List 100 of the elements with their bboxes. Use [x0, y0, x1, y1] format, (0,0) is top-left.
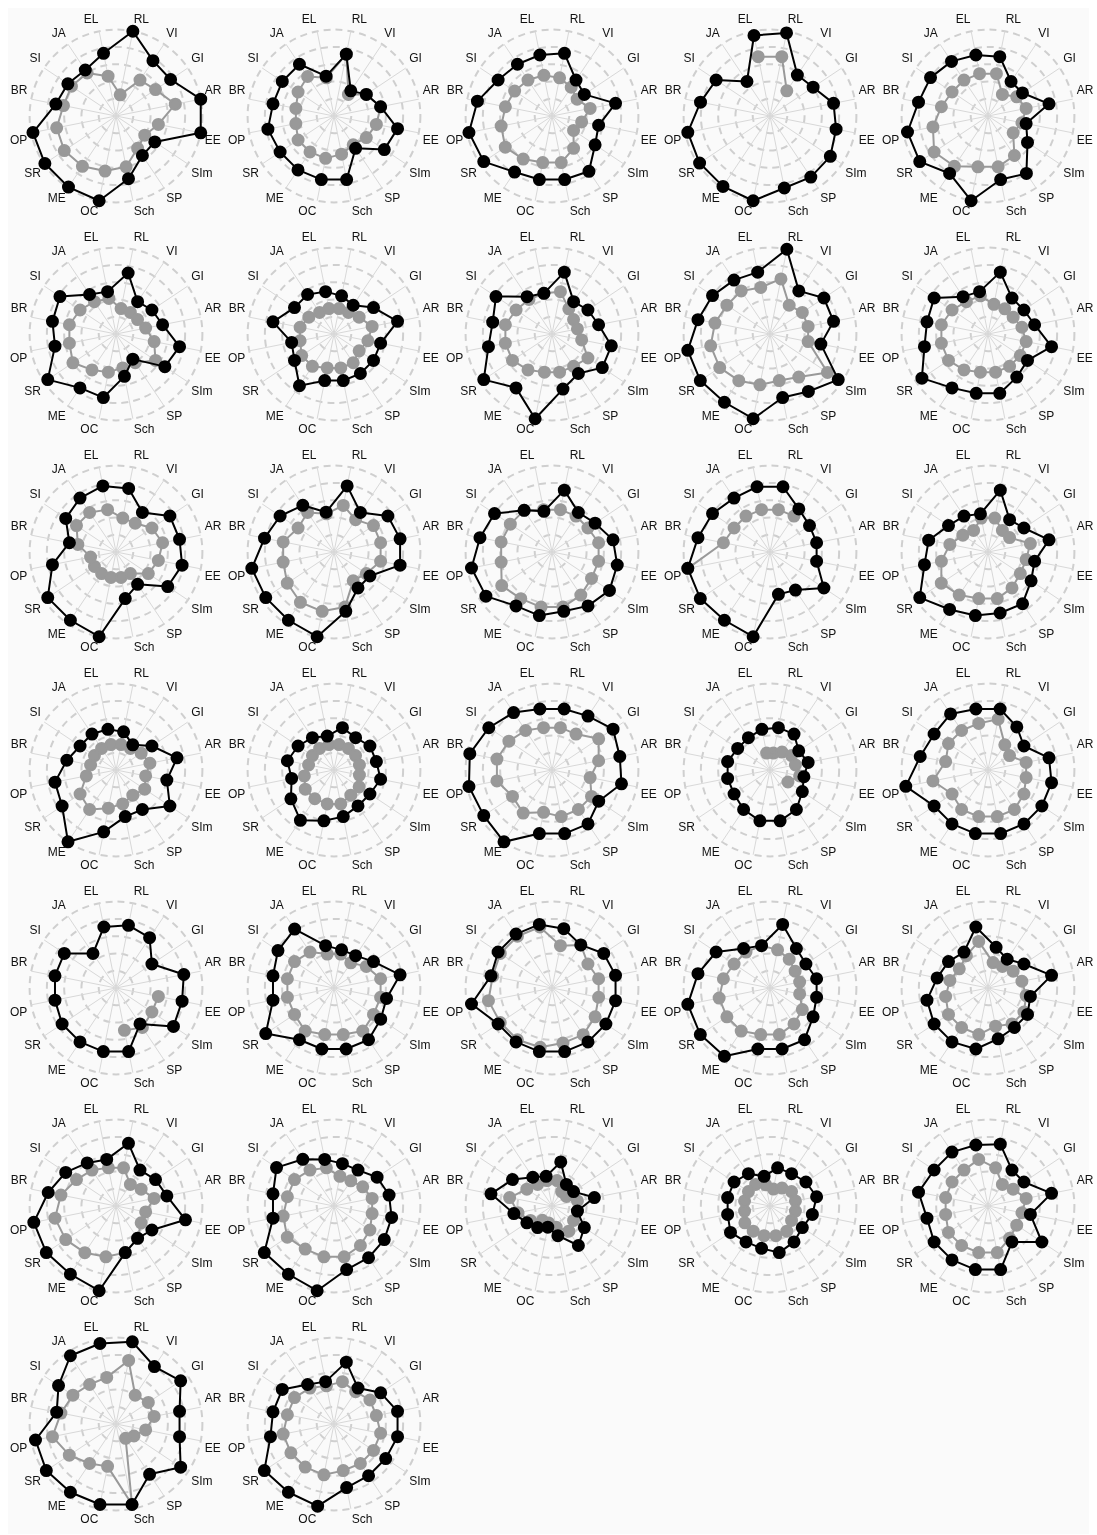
spoke-label: SI [29, 1140, 41, 1155]
spoke-label: SP [384, 190, 401, 205]
spoke-label: BR [446, 737, 464, 752]
spoke-label: RL [133, 1102, 150, 1117]
spoke-label: SI [901, 704, 913, 719]
spoke-label: VI [602, 679, 614, 694]
spoke-label: AR [204, 1173, 222, 1188]
spoke-label: SIm [409, 383, 431, 398]
spoke-label: OP [445, 1223, 464, 1238]
spoke-label: SR [896, 1037, 914, 1052]
spoke-label: OC [516, 1076, 535, 1091]
spoke-label: ME [701, 844, 720, 859]
spoke-label: ME [919, 408, 938, 423]
spoke-label: SP [1038, 408, 1055, 423]
spoke-label: AR [858, 955, 876, 970]
spoke-label: EL [301, 1320, 317, 1335]
spoke-label: SIm [845, 165, 867, 180]
spoke-label: RL [351, 12, 368, 27]
spoke-label: SI [247, 704, 259, 719]
spoke-label: EE [204, 1223, 221, 1238]
spoke-label: GI [191, 486, 204, 501]
spoke-label: SR [242, 383, 260, 398]
spoke-label: AR [1076, 737, 1094, 752]
spoke-label: EL [83, 884, 99, 899]
spoke-label: BR [664, 955, 682, 970]
spoke-label: RL [351, 884, 368, 899]
spoke-label: SR [242, 1473, 260, 1488]
spoke-label: SR [24, 383, 42, 398]
spoke-label: SI [465, 1140, 477, 1155]
spoke-label: SI [901, 268, 913, 283]
spoke-label: SIm [1063, 601, 1085, 616]
spoke-label: GI [1063, 1140, 1076, 1155]
spoke-label: BR [446, 955, 464, 970]
spoke-label: EL [83, 1102, 99, 1117]
spoke-label: RL [787, 448, 804, 463]
spoke-label: SI [901, 486, 913, 501]
spoke-label: OC [298, 204, 317, 219]
spoke-label: AR [1076, 83, 1094, 98]
spoke-label: BR [228, 1173, 246, 1188]
spoke-label: SR [678, 1255, 696, 1270]
spoke-label: SI [683, 268, 695, 283]
spoke-label: SR [896, 1255, 914, 1270]
spoke-label: SIm [627, 601, 649, 616]
spoke-label: SIm [845, 383, 867, 398]
spoke-label: ME [265, 190, 284, 205]
spoke-label: OP [445, 1005, 464, 1020]
spoke-label: EL [737, 884, 753, 899]
spoke-label: RL [569, 448, 586, 463]
spoke-label: ME [47, 1280, 66, 1295]
spoke-label: OC [516, 1294, 535, 1309]
spoke-label: AR [422, 1173, 440, 1188]
spoke-label: EE [204, 351, 221, 366]
spoke-label: OP [227, 351, 246, 366]
spoke-label: EL [519, 666, 535, 681]
spoke-label: EE [858, 569, 875, 584]
spoke-label: SP [384, 844, 401, 859]
spoke-label: SIm [409, 601, 431, 616]
spoke-label: AR [422, 1391, 440, 1406]
spoke-label: EL [301, 884, 317, 899]
spoke-label: SP [602, 844, 619, 859]
spoke-label: RL [133, 448, 150, 463]
spoke-label: JA [923, 461, 938, 476]
spoke-label: SP [384, 626, 401, 641]
spoke-label: VI [820, 1115, 832, 1130]
spoke-label: OP [663, 1223, 682, 1238]
spoke-label: OC [80, 640, 99, 655]
spoke-label: Sch [569, 640, 591, 655]
spoke-label: ME [47, 408, 66, 423]
spoke-label: ME [483, 1062, 502, 1077]
spoke-label: JA [923, 243, 938, 258]
spoke-label: EE [858, 1223, 875, 1238]
spoke-label: AR [858, 1173, 876, 1188]
spoke-label: AR [204, 737, 222, 752]
spoke-label: Sch [1005, 858, 1027, 873]
spoke-label: EL [519, 448, 535, 463]
spoke-label: SIm [627, 1255, 649, 1270]
spoke-label: VI [1038, 25, 1050, 40]
spoke-label: GI [409, 1140, 422, 1155]
spoke-label: SIm [191, 165, 213, 180]
spoke-label: RL [351, 230, 368, 245]
spoke-label: SP [1038, 1280, 1055, 1295]
spoke-label: SP [166, 190, 183, 205]
spoke-label: SI [247, 486, 259, 501]
spoke-label: OP [227, 1005, 246, 1020]
spoke-label: EL [955, 884, 971, 899]
spoke-label: SR [896, 383, 914, 398]
spoke-label: BR [664, 737, 682, 752]
spoke-label: AR [422, 737, 440, 752]
spoke-label: EE [422, 133, 439, 148]
spoke-label: EE [422, 569, 439, 584]
spoke-label: SIm [627, 383, 649, 398]
spoke-label: RL [569, 230, 586, 245]
spoke-label: GI [191, 1140, 204, 1155]
spoke-label: SI [465, 50, 477, 65]
spoke-label: ME [47, 1062, 66, 1077]
spoke-label: OC [80, 204, 99, 219]
spoke-label: OC [516, 422, 535, 437]
spoke-label: RL [133, 884, 150, 899]
spoke-label: RL [1005, 230, 1022, 245]
spoke-label: EE [640, 351, 657, 366]
